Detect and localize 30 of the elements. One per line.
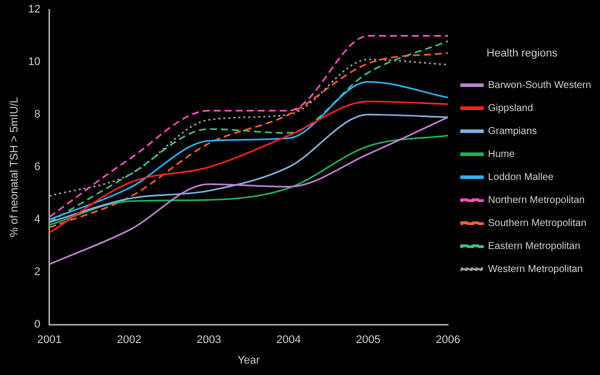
legend-label: Gippsland: [488, 102, 534, 114]
legend-label: Western Metropolitan: [488, 264, 583, 275]
x-axis-title: Year: [238, 354, 260, 366]
legend-label: Loddon Mallee: [488, 172, 554, 183]
line-series: [49, 116, 448, 266]
legend-label: Hume: [488, 148, 516, 160]
y-axis-title: % of neonatal TSH > 5mIU/L: [8, 97, 21, 238]
legend-label: Barwon-South Western: [488, 80, 592, 91]
line-series: [49, 134, 448, 226]
y-tick-label: 6: [34, 161, 40, 174]
legend-label: Southern Metropolitan: [488, 218, 586, 229]
line-series: [49, 114, 448, 224]
x-tick-label: 2001: [37, 334, 62, 346]
x-tick-label: 2005: [356, 334, 381, 346]
y-tick-label: 8: [34, 108, 40, 121]
line-series: [49, 80, 448, 220]
y-tick-label: 2: [34, 266, 40, 278]
legend-label: Grampians: [488, 126, 537, 137]
legend-label: Northern Metropolitan: [488, 194, 585, 206]
x-tick-label: 2003: [196, 334, 222, 346]
x-tick-label: 2002: [116, 334, 142, 346]
legend-title: Health regions: [486, 48, 558, 60]
y-tick-label: 0: [34, 318, 40, 331]
legend-label: Eastern Metropolitan: [488, 240, 580, 252]
x-tick-label: 2006: [436, 334, 460, 346]
x-tick-label: 2004: [276, 334, 301, 346]
line-series: [49, 100, 448, 234]
y-tick-label: 10: [28, 56, 40, 68]
y-tick-label: 12: [28, 4, 40, 16]
y-tick-label: 4: [34, 214, 40, 226]
